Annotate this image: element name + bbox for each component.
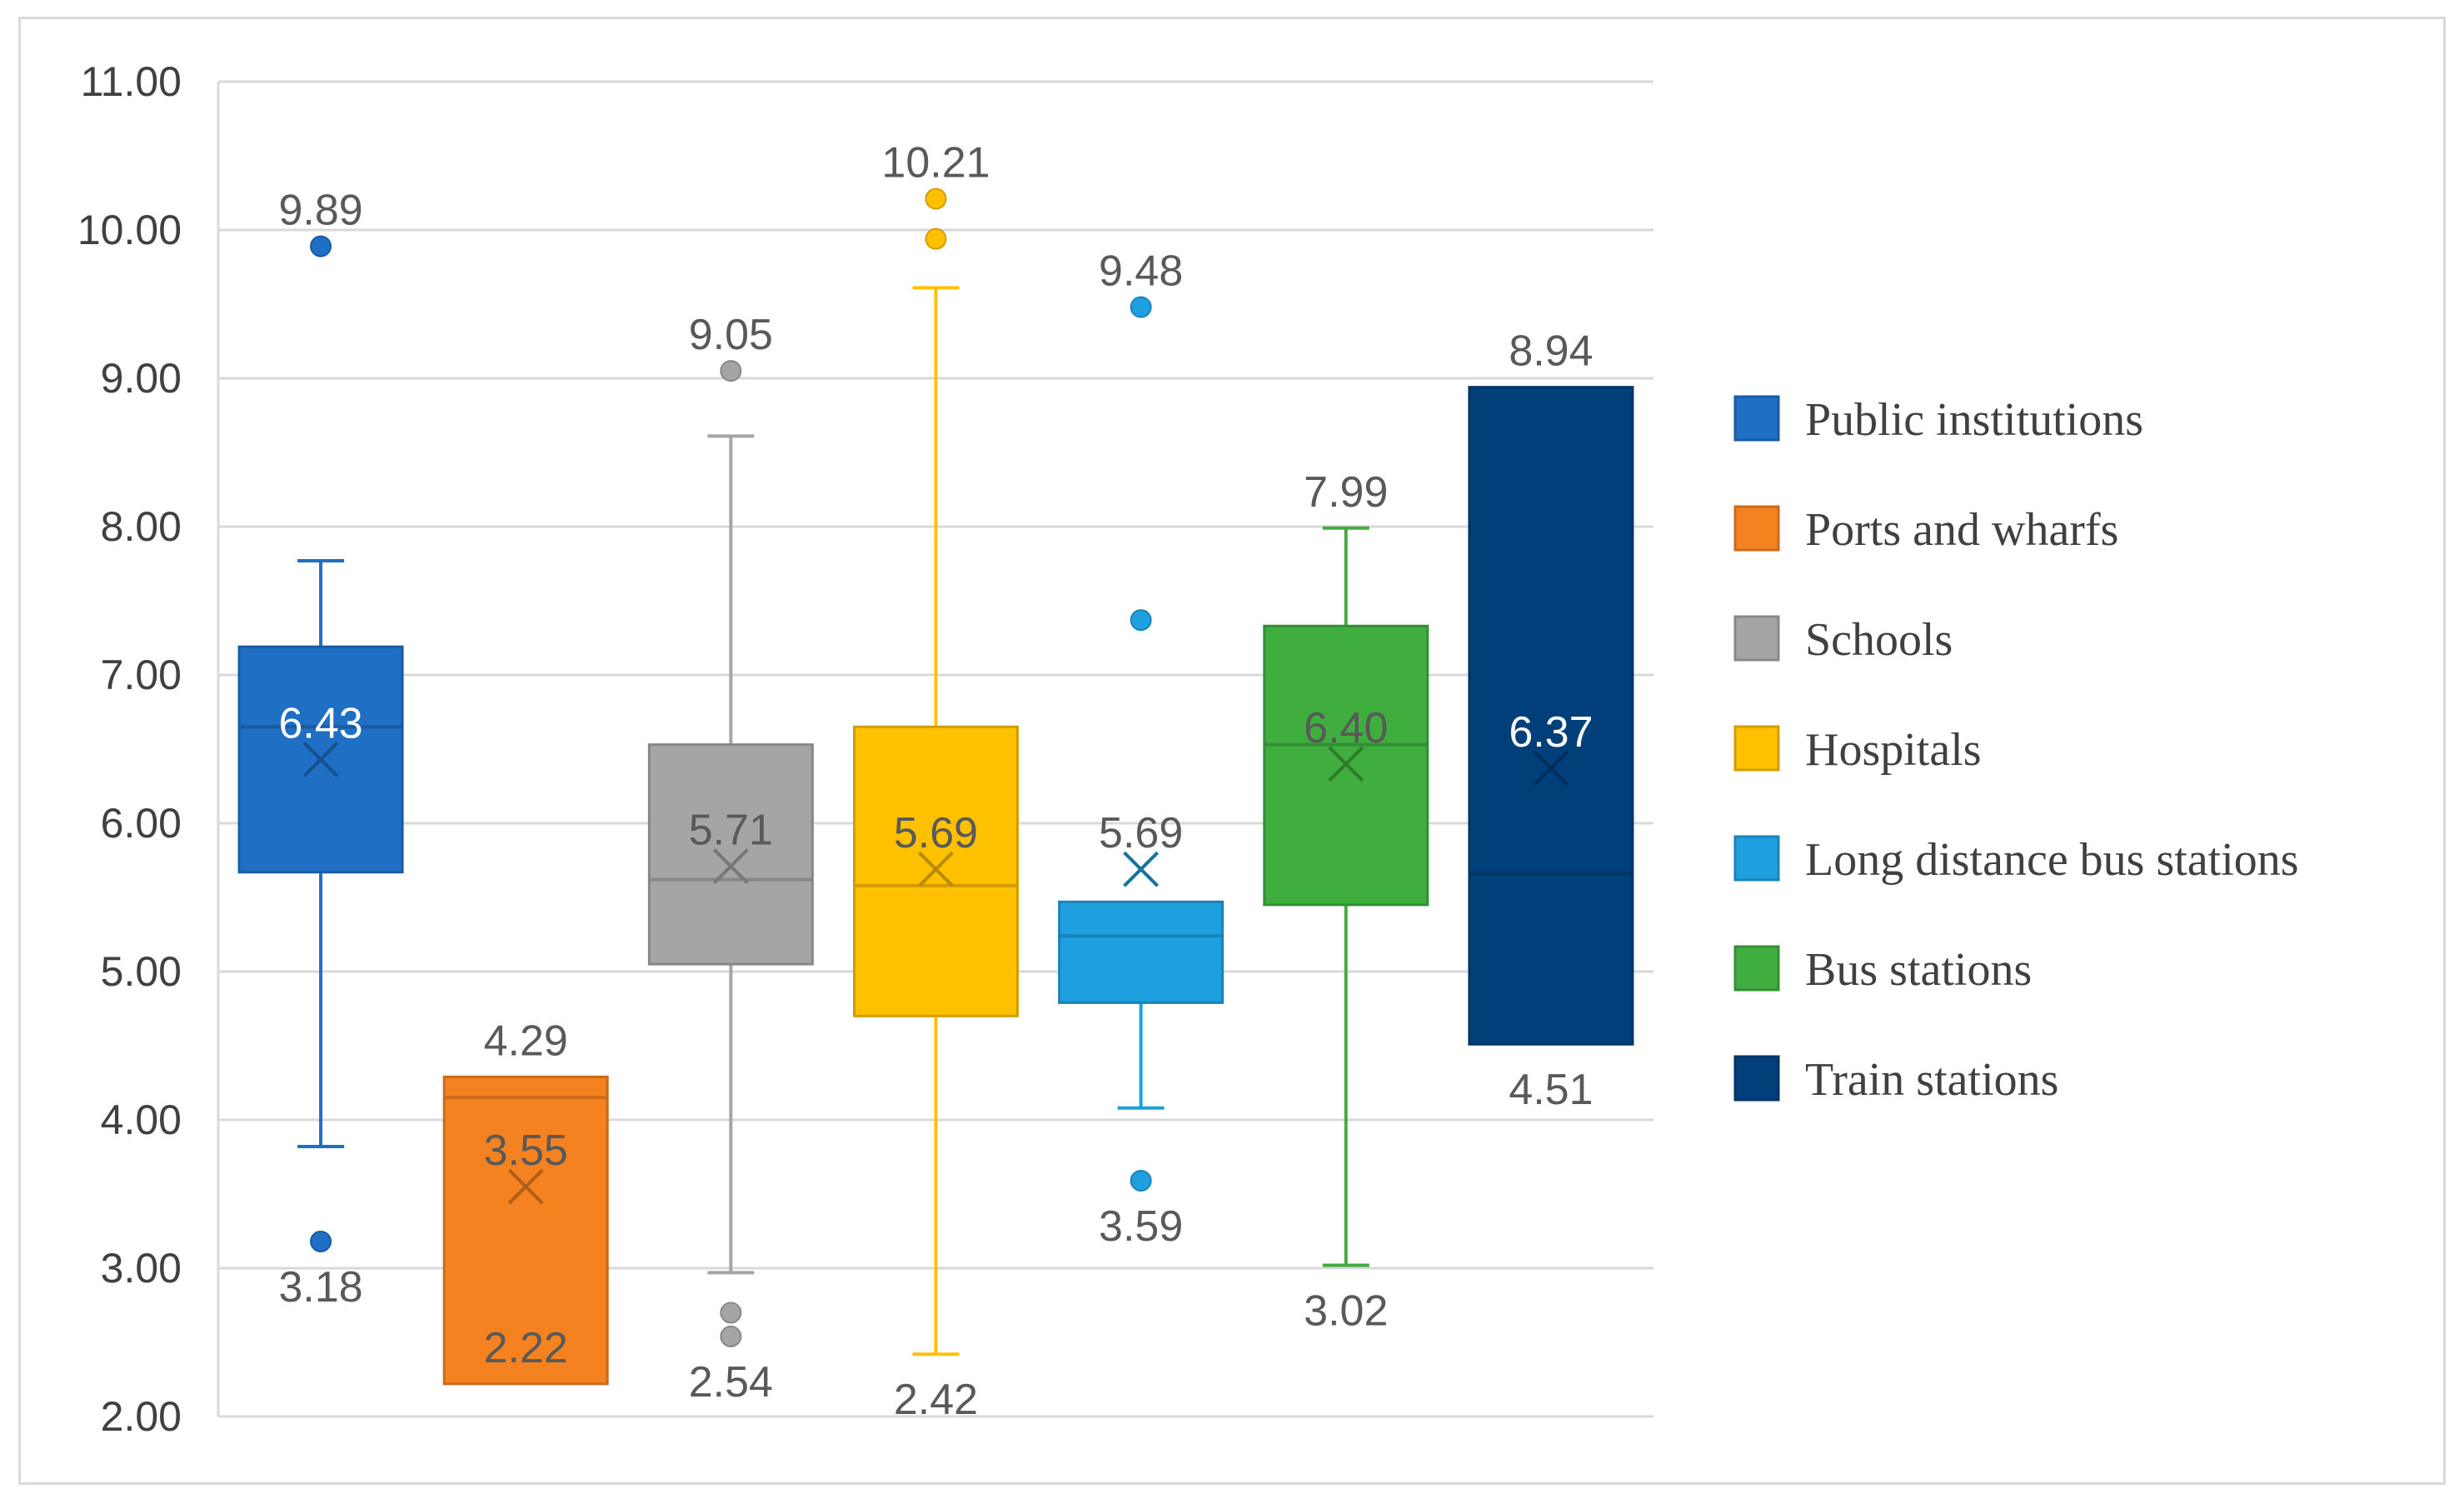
y-tick-label: 5.00 — [101, 948, 182, 995]
legend-swatch — [1733, 505, 1780, 552]
mean-marker — [1328, 746, 1364, 782]
legend-swatch — [1733, 725, 1780, 772]
data-label: 9.48 — [1099, 247, 1183, 296]
data-label: 9.89 — [278, 187, 362, 235]
data-label: 6.43 — [278, 699, 362, 747]
box-iqr — [442, 1075, 609, 1386]
legend-label: Long distance bus stations — [1805, 834, 2299, 886]
y-tick-label: 8.00 — [101, 503, 182, 550]
mean-marker — [1123, 851, 1160, 887]
data-label: 4.51 — [1509, 1066, 1593, 1114]
box-hospitals — [853, 187, 1019, 1357]
legend-label: Hospitals — [1805, 724, 1982, 776]
outlier-point — [1130, 296, 1152, 318]
data-label: 5.69 — [1099, 809, 1183, 857]
data-label: 3.59 — [1099, 1202, 1183, 1251]
outlier-point — [720, 1302, 742, 1324]
mean-marker — [507, 1168, 544, 1205]
legend-swatch — [1733, 1055, 1780, 1102]
legend-swatch — [1733, 945, 1780, 992]
y-tick-label: 3.00 — [101, 1245, 182, 1292]
data-label: 3.18 — [278, 1263, 362, 1312]
box-public-institutions — [237, 235, 404, 1252]
y-tick-label: 11.00 — [81, 58, 182, 105]
data-label: 4.29 — [484, 1017, 568, 1065]
data-label: 9.05 — [689, 311, 773, 359]
mean-marker — [1533, 750, 1569, 787]
data-label: 5.71 — [689, 807, 773, 855]
data-label: 2.22 — [484, 1324, 568, 1372]
data-label: 5.69 — [894, 809, 978, 857]
legend-label: Public institutions — [1805, 394, 2143, 446]
outlier-point — [720, 360, 742, 382]
y-tick-label: 9.00 — [101, 355, 182, 402]
outlier-point — [310, 235, 332, 257]
box-iqr — [853, 725, 1019, 1017]
mean-marker — [712, 848, 749, 885]
box-iqr — [647, 743, 814, 966]
legend-label: Bus stations — [1805, 944, 2032, 996]
outlier-point — [310, 1230, 332, 1252]
outlier-point — [925, 227, 947, 250]
data-label: 10.21 — [881, 139, 990, 187]
y-tick-label: 7.00 — [101, 652, 182, 698]
legend-swatch — [1733, 615, 1780, 662]
data-label: 7.99 — [1304, 468, 1388, 517]
data-label: 6.40 — [1304, 704, 1388, 752]
mean-marker — [918, 851, 954, 887]
box-iqr — [1468, 386, 1634, 1046]
data-label: 6.37 — [1509, 708, 1593, 757]
outlier-point — [925, 187, 947, 210]
legend-label: Train stations — [1805, 1054, 2058, 1106]
outlier-point — [1130, 609, 1152, 632]
outlier-point — [1130, 1169, 1152, 1192]
data-label: 2.42 — [894, 1376, 978, 1424]
legend: Public institutions Ports and wharfs Schoo… — [1733, 394, 2299, 1106]
box-train-stations — [1468, 386, 1634, 1046]
data-label: 3.02 — [1304, 1287, 1388, 1335]
chart-frame — [18, 17, 2446, 1485]
box-ports-and-wharfs — [442, 1075, 609, 1386]
legend-label: Ports and wharfs — [1805, 504, 2118, 556]
y-tick-label: 2.00 — [101, 1393, 182, 1440]
box-bus-stations — [1263, 526, 1429, 1267]
data-labels: 9.89 6.43 3.18 4.29 3.55 2.22 9.05 5.71 2.54 10.2… — [278, 139, 1593, 1425]
box-schools — [647, 360, 814, 1347]
box-iqr — [1058, 900, 1225, 1004]
y-axis: 2.00 3.00 4.00 5.00 6.00 7.00 8.00 9.00 10.00 11.… — [77, 58, 220, 1440]
boxes — [237, 187, 1634, 1386]
y-tick-label: 10.00 — [77, 207, 182, 253]
y-tick-label: 6.00 — [101, 800, 182, 847]
mean-marker — [302, 742, 339, 777]
data-label: 2.54 — [689, 1358, 773, 1407]
outlier-point — [720, 1325, 742, 1347]
data-label: 3.55 — [484, 1127, 568, 1175]
legend-swatch — [1733, 395, 1780, 442]
box-long-distance-bus-stations — [1058, 296, 1225, 1192]
legend-label: Schools — [1805, 614, 1953, 666]
data-label: 8.94 — [1509, 327, 1593, 376]
legend-swatch — [1733, 835, 1780, 882]
y-tick-label: 4.00 — [101, 1097, 182, 1143]
